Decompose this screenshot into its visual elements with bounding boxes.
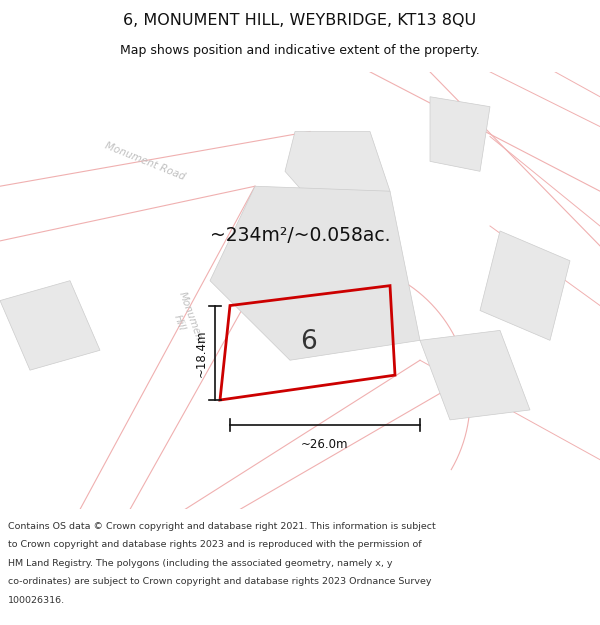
Text: 100026316.: 100026316. [8,596,65,604]
Text: co-ordinates) are subject to Crown copyright and database rights 2023 Ordnance S: co-ordinates) are subject to Crown copyr… [8,577,431,586]
Text: 6, MONUMENT HILL, WEYBRIDGE, KT13 8QU: 6, MONUMENT HILL, WEYBRIDGE, KT13 8QU [124,12,476,28]
Polygon shape [210,186,420,360]
Polygon shape [285,131,390,211]
Polygon shape [420,331,530,420]
Polygon shape [430,97,490,171]
Text: Monument
Hill: Monument Hill [165,291,205,351]
Text: ~26.0m: ~26.0m [301,438,349,451]
Text: Contains OS data © Crown copyright and database right 2021. This information is : Contains OS data © Crown copyright and d… [8,522,436,531]
Text: Map shows position and indicative extent of the property.: Map shows position and indicative extent… [120,44,480,57]
Text: Monument Road: Monument Road [103,141,187,182]
Text: 6: 6 [299,329,316,356]
Text: HM Land Registry. The polygons (including the associated geometry, namely x, y: HM Land Registry. The polygons (includin… [8,559,392,568]
Text: ~234m²/~0.058ac.: ~234m²/~0.058ac. [210,226,390,246]
Text: ~18.4m: ~18.4m [194,329,208,376]
Polygon shape [0,281,100,370]
Text: to Crown copyright and database rights 2023 and is reproduced with the permissio: to Crown copyright and database rights 2… [8,541,422,549]
Polygon shape [480,231,570,341]
